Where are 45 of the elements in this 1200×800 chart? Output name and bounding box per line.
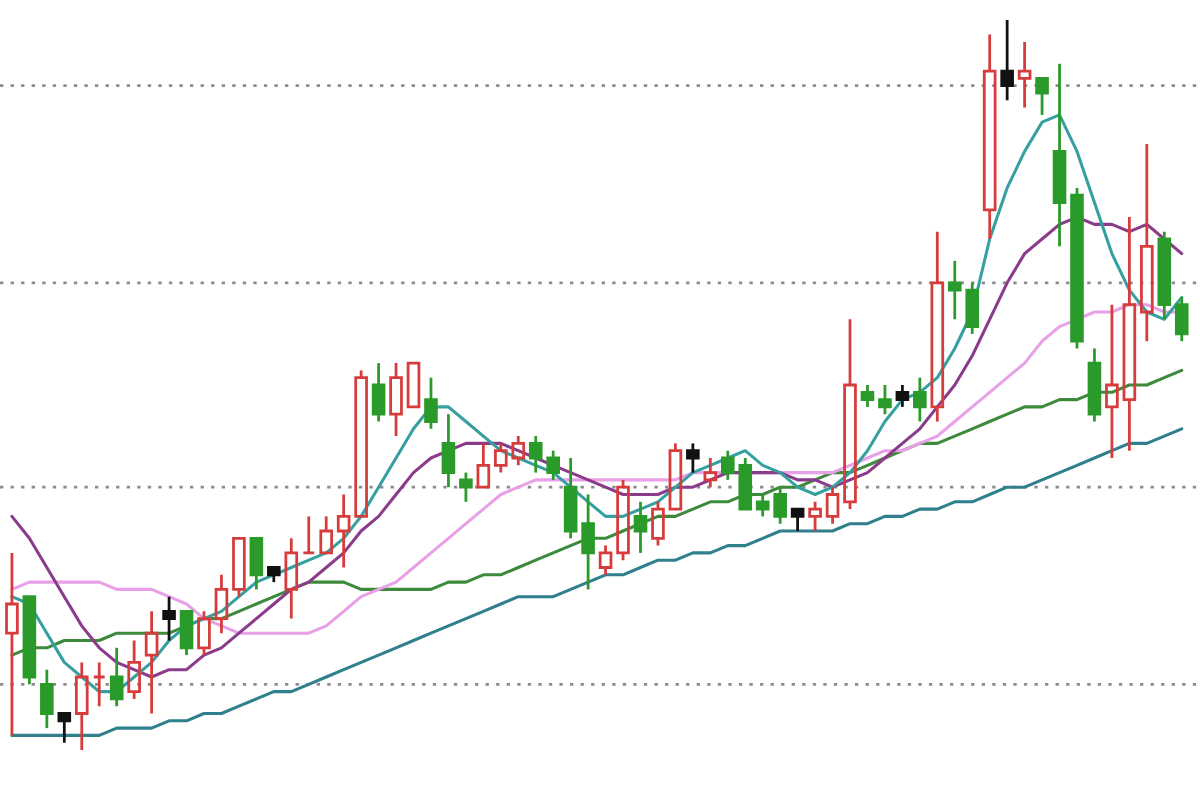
candlestick	[92, 661, 107, 708]
candlestick	[74, 661, 89, 752]
candlestick	[563, 456, 578, 540]
candlestick	[476, 442, 491, 489]
candlestick	[319, 515, 334, 555]
candlestick	[40, 668, 54, 730]
candlestick	[930, 230, 945, 423]
candlestick	[668, 442, 683, 511]
candlestick	[144, 609, 159, 715]
candlestick	[301, 515, 316, 555]
candlestick	[1122, 215, 1137, 453]
candlestick	[843, 317, 857, 511]
candlestick	[633, 500, 648, 555]
candlestick	[336, 493, 351, 569]
candlestick	[214, 573, 229, 635]
candlestick	[441, 412, 456, 489]
candlestick	[1174, 296, 1189, 343]
candlestick	[389, 361, 403, 438]
candlestick	[1035, 77, 1049, 117]
candlestick	[179, 609, 194, 657]
candlestick	[790, 507, 805, 533]
candlestick	[371, 361, 386, 423]
candlestick	[162, 595, 176, 642]
candlestick	[109, 646, 124, 708]
candlestick	[860, 383, 875, 409]
candlestick	[459, 471, 473, 504]
candlestick	[424, 376, 438, 431]
candlestick	[249, 536, 264, 591]
candlestick	[982, 33, 997, 241]
candlestick	[1105, 303, 1119, 460]
candlestick	[354, 369, 368, 518]
candlestick	[57, 712, 72, 745]
candlestick	[5, 551, 19, 737]
candlestick	[808, 500, 822, 533]
candlestick	[581, 493, 595, 591]
candlestick	[878, 383, 892, 416]
candlestick	[284, 536, 299, 620]
candlestick	[1000, 18, 1014, 102]
candlestick	[703, 456, 718, 489]
candlestick	[1140, 142, 1154, 343]
candlestick	[127, 639, 141, 701]
candlestick	[913, 376, 927, 423]
candlestick	[1017, 40, 1032, 109]
candlestick	[895, 383, 910, 409]
candlestick	[686, 442, 700, 474]
